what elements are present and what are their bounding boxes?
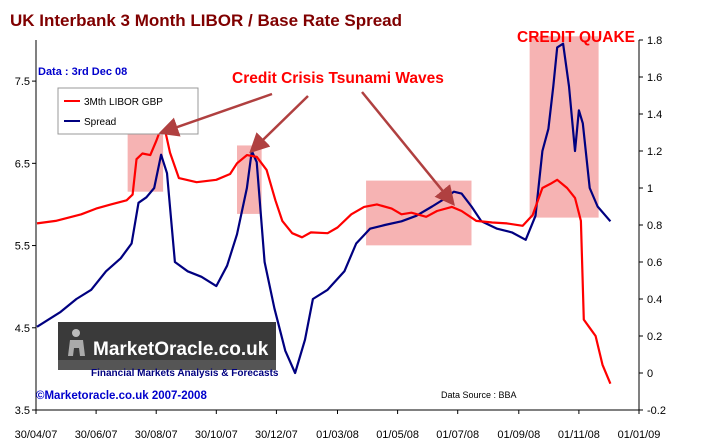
right-tick-label: 0.4 [647, 294, 662, 306]
annotation-tsunami: Credit Crisis Tsunami Waves [232, 70, 444, 87]
left-axis-ticks: 3.5 4.5 5.5 6.5 7.5 [15, 76, 36, 417]
annotation-arrow-3 [361, 91, 455, 206]
right-tick-label: 1.6 [647, 72, 662, 84]
series-lines [36, 42, 612, 385]
left-tick-label: 3.5 [15, 405, 30, 417]
annotation-arrows [158, 91, 455, 206]
annotation-arrow-1 [158, 92, 273, 137]
highlight-region-3 [366, 180, 472, 246]
highlight-region-4 [529, 36, 599, 218]
logo-name: MarketOracle.co.uk [93, 339, 269, 360]
legend-spread-label: Spread [84, 117, 116, 128]
date-note: Data : 3rd Dec 08 [38, 66, 127, 78]
logo-figure-icon [68, 329, 85, 356]
right-tick-label: 1.4 [647, 109, 662, 121]
chart-title: UK Interbank 3 Month LIBOR / Base Rate S… [10, 11, 402, 30]
left-tick-label: 5.5 [15, 241, 30, 253]
x-tick-label: 01/01/09 [618, 429, 661, 441]
annotation-quake: CREDIT QUAKE [517, 29, 635, 46]
data-source: Data Source : BBA [441, 390, 517, 400]
right-tick-label: 1.2 [647, 146, 662, 158]
x-tick-label: 30/06/07 [75, 429, 118, 441]
right-tick-label: 1.8 [647, 35, 662, 47]
logo-tagline: Financial Markets Analysis & Forecasts [91, 368, 279, 379]
x-tick-label: 01/05/08 [376, 429, 419, 441]
left-tick-label: 7.5 [15, 76, 30, 88]
left-tick-label: 4.5 [15, 323, 30, 335]
legend-libor-label: 3Mth LIBOR GBP [84, 97, 163, 108]
right-tick-label: 1 [647, 183, 653, 195]
legend: 3Mth LIBOR GBP Spread [57, 87, 199, 135]
series-line-libor [36, 126, 612, 385]
logo-stripe [58, 360, 276, 370]
left-tick-label: 6.5 [15, 158, 30, 170]
annotation-arrow-2 [249, 95, 309, 154]
x-axis-ticks: 30/04/07 30/06/07 30/08/07 30/10/07 30/12/07… [15, 410, 661, 441]
copyright: ©Marketoracle.co.uk 2007-2008 [36, 390, 207, 402]
right-tick-label: 0.8 [647, 220, 662, 232]
x-tick-label: 01/07/08 [436, 429, 479, 441]
right-tick-label: -0.2 [647, 405, 666, 417]
right-tick-label: 0.2 [647, 331, 662, 343]
x-tick-label: 30/04/07 [15, 429, 58, 441]
right-tick-label: 0 [647, 368, 653, 380]
x-tick-label: 01/09/08 [497, 429, 540, 441]
series-line-spread [36, 42, 612, 375]
x-tick-label: 01/03/08 [316, 429, 359, 441]
x-tick-label: 30/12/07 [255, 429, 298, 441]
right-axis-ticks: -0.2 0 0.2 0.4 0.6 0.8 1 1.2 1.4 1.6 1.8 [639, 35, 666, 417]
x-tick-label: 01/11/08 [558, 429, 600, 441]
x-tick-label: 30/08/07 [135, 429, 178, 441]
x-tick-label: 30/10/07 [195, 429, 238, 441]
right-tick-label: 0.6 [647, 257, 662, 269]
logo: MarketOracle.co.uk Financial Markets Ana… [58, 322, 279, 379]
